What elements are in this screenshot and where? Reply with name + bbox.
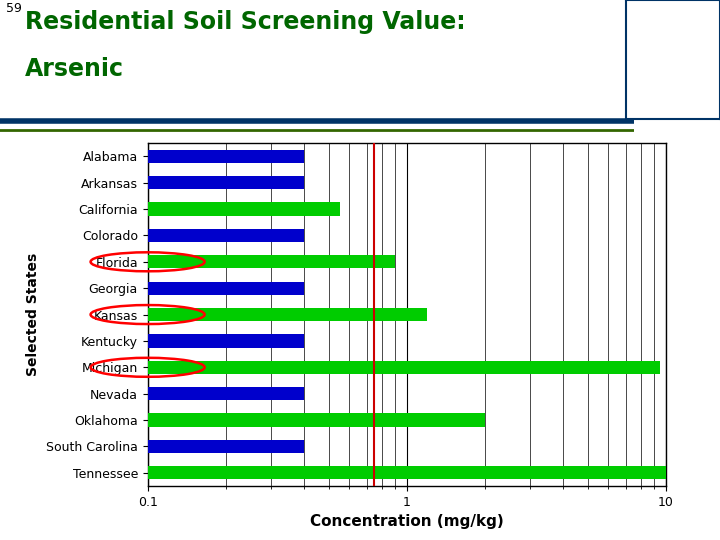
X-axis label: Concentration (mg/kg): Concentration (mg/kg) [310, 514, 504, 529]
Bar [148, 466, 666, 480]
Bar [148, 361, 660, 374]
Y-axis label: Selected States: Selected States [27, 253, 40, 376]
Bar [148, 308, 428, 321]
Bar [148, 229, 304, 242]
Bar [148, 414, 485, 427]
Bar [148, 150, 304, 163]
Bar [148, 255, 395, 268]
Bar [148, 202, 340, 215]
Bar [148, 281, 304, 295]
Bar [148, 334, 304, 348]
Bar [148, 387, 304, 400]
Text: Residential Soil Screening Value:: Residential Soil Screening Value: [25, 10, 466, 33]
Bar [148, 440, 304, 453]
Text: 59: 59 [6, 2, 22, 15]
Text: Arsenic: Arsenic [25, 57, 124, 81]
Bar [148, 176, 304, 189]
